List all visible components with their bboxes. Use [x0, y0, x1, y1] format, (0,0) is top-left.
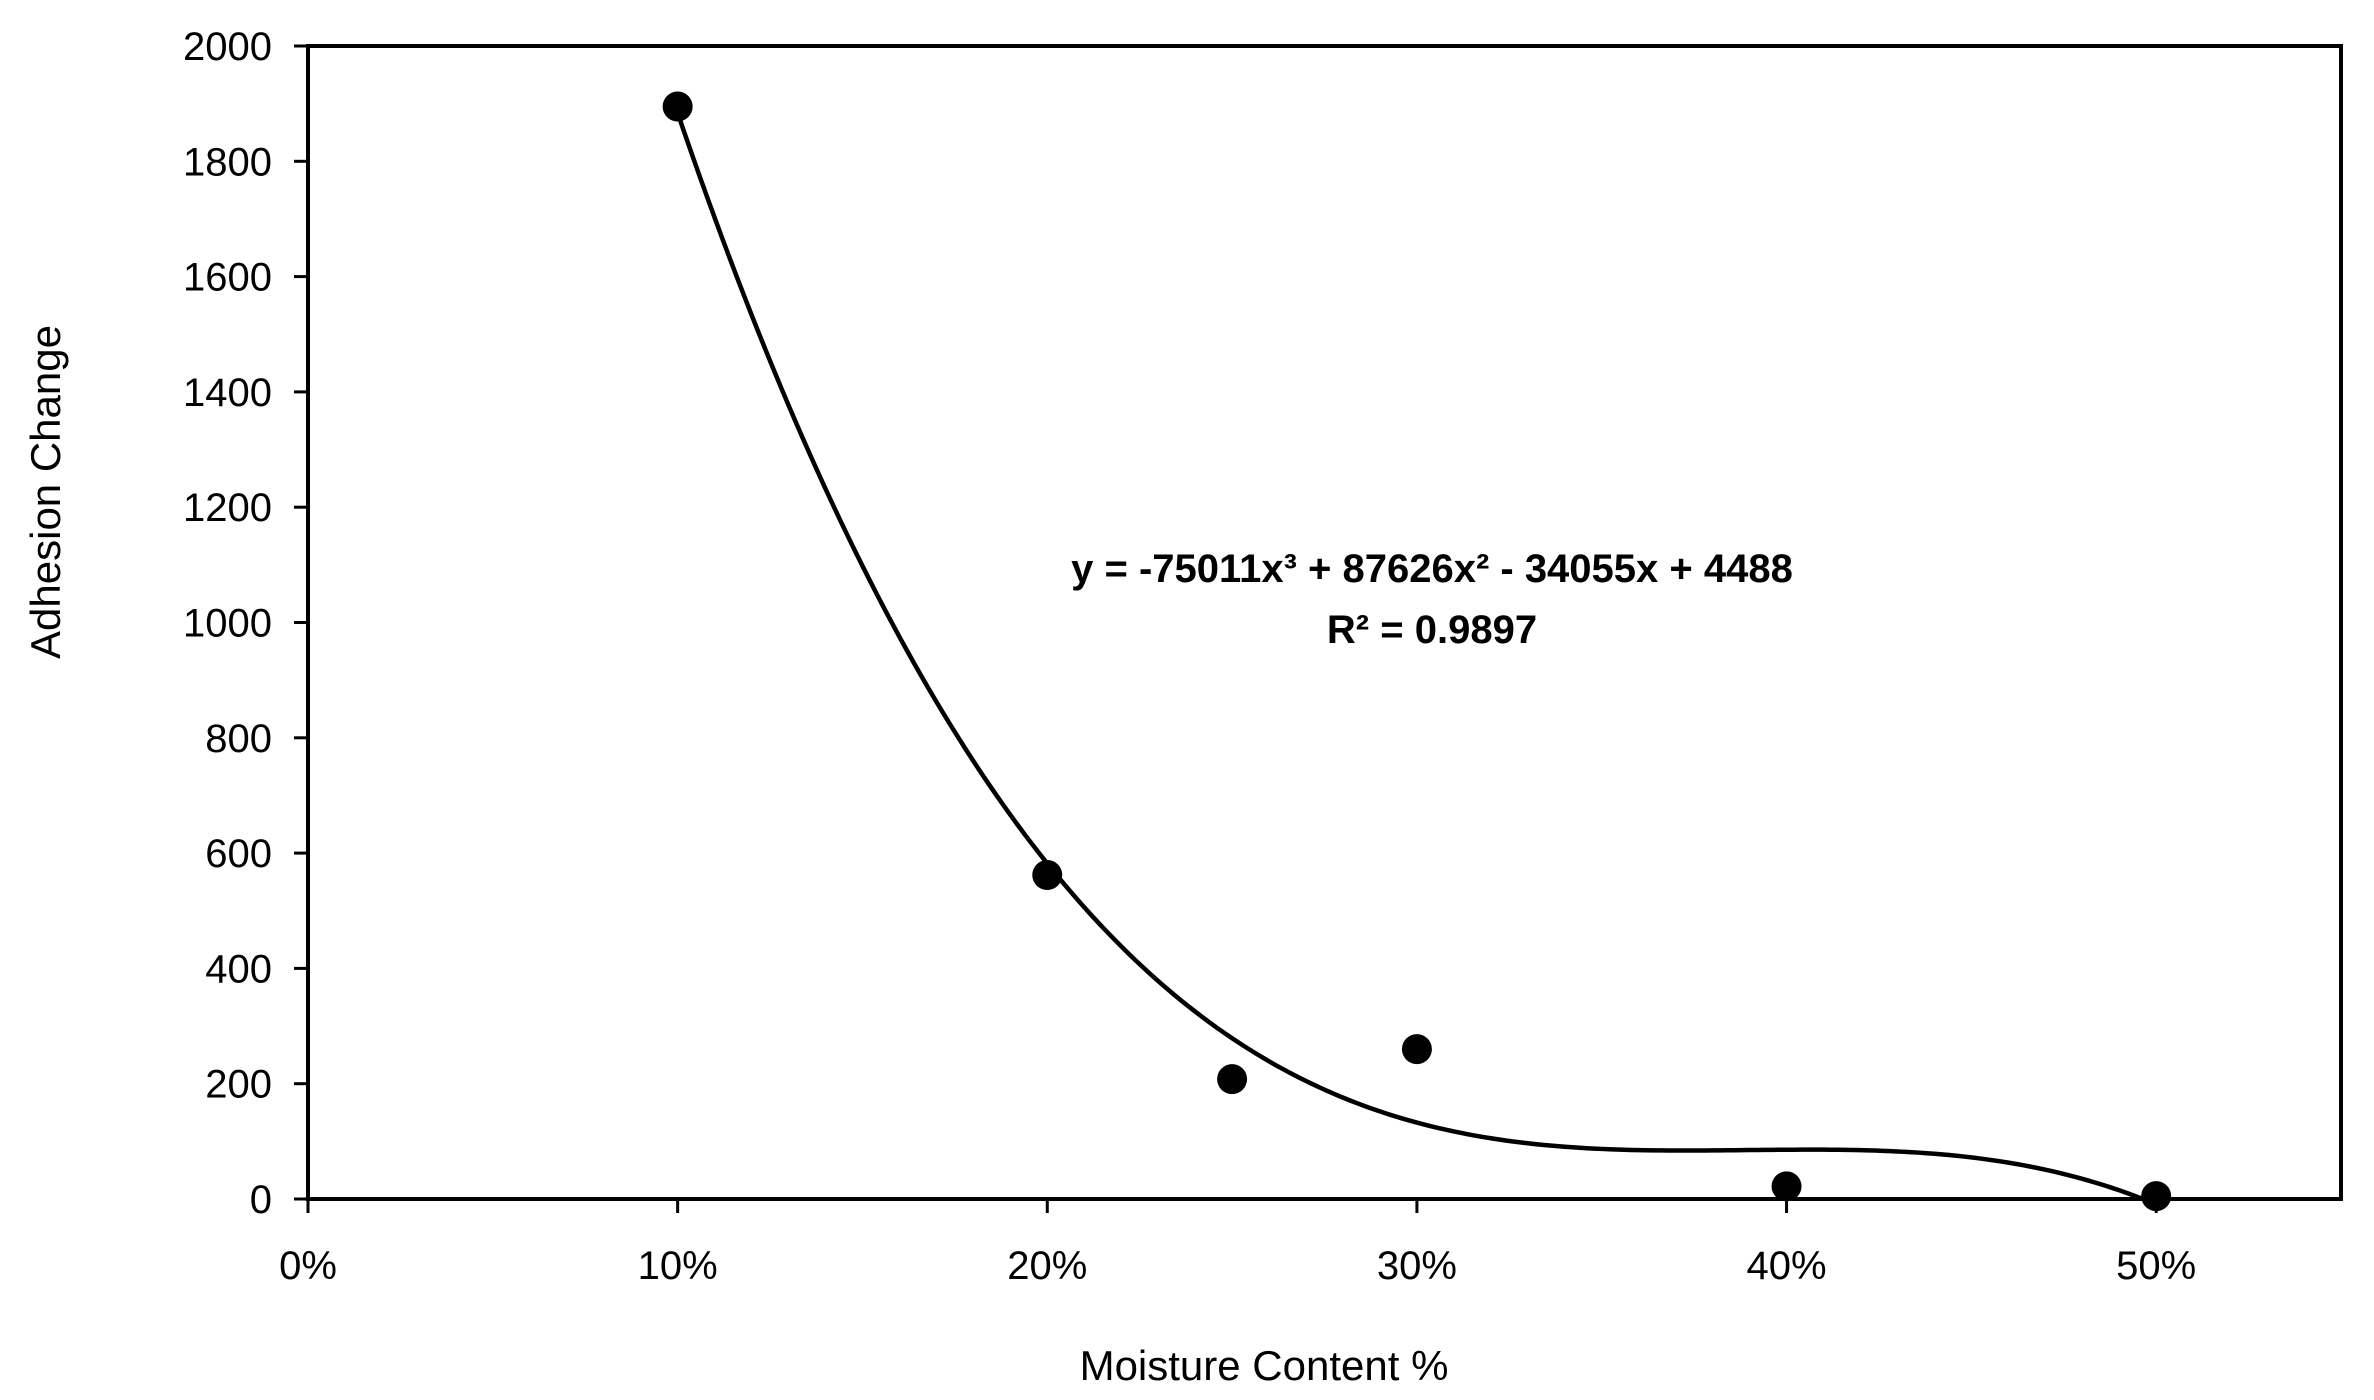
y-tick-label: 1600	[183, 256, 272, 300]
data-point	[2141, 1181, 2172, 1212]
x-tick-label: 50%	[2116, 1244, 2196, 1288]
y-tick-label: 200	[205, 1063, 272, 1107]
y-axis-ticks: 0 200 400 600 800 1000 1200 1400 1600 1800 2000	[183, 25, 308, 1222]
x-tick-label: 30%	[1377, 1244, 1457, 1288]
trendline-equation: y = -75011x³ + 87626x² - 34055x + 4488	[1071, 547, 1793, 591]
y-tick-label: 600	[205, 832, 272, 876]
r-squared-label: R² = 0.9897	[1327, 608, 1537, 652]
y-tick-label: 1800	[183, 140, 272, 184]
y-tick-label: 800	[205, 717, 272, 761]
data-point	[1401, 1034, 1432, 1065]
y-tick-label: 0	[250, 1178, 272, 1222]
y-tick-label: 1400	[183, 371, 272, 415]
data-points	[662, 91, 2172, 1212]
data-point	[1032, 860, 1063, 891]
data-point	[1217, 1064, 1248, 1095]
y-tick-label: 1000	[183, 602, 272, 646]
x-tick-label: 10%	[638, 1244, 718, 1288]
y-tick-label: 1200	[183, 486, 272, 530]
data-point	[1771, 1171, 1802, 1202]
x-axis-title: Moisture Content %	[1080, 1342, 1449, 1389]
x-axis-ticks: 0% 10% 20% 30% 40% 50%	[279, 1199, 2196, 1288]
y-axis-title: Adhesion Change	[22, 325, 69, 659]
x-tick-label: 20%	[1007, 1244, 1087, 1288]
data-point	[662, 91, 693, 122]
trendline-curve	[675, 112, 2157, 1202]
y-tick-label: 400	[205, 947, 272, 991]
x-tick-label: 0%	[279, 1244, 337, 1288]
y-tick-label: 2000	[183, 25, 272, 69]
plot-area	[306, 44, 2343, 1201]
x-tick-label: 40%	[1747, 1244, 1827, 1288]
